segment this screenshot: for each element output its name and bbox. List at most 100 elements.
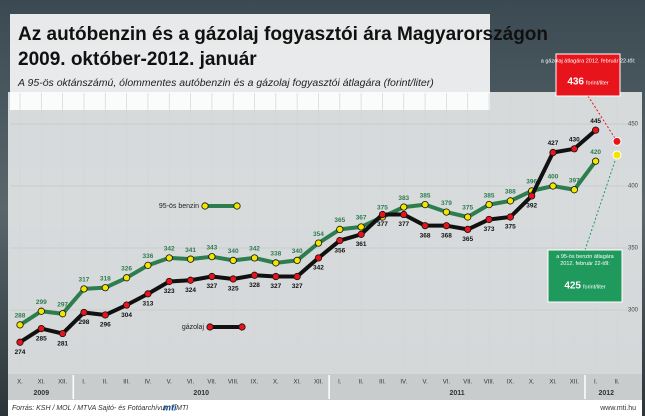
data-label: 288 bbox=[15, 313, 26, 320]
axis-band bbox=[8, 374, 642, 400]
legend-marker bbox=[206, 323, 214, 331]
website: www.mti.hu bbox=[599, 405, 636, 412]
data-label: 328 bbox=[249, 282, 260, 289]
point bbox=[592, 157, 600, 165]
point bbox=[293, 256, 301, 264]
data-label: 338 bbox=[270, 251, 281, 258]
point bbox=[144, 261, 152, 269]
data-label: 365 bbox=[462, 236, 473, 243]
point bbox=[123, 301, 131, 309]
x-tick-label: II. bbox=[359, 380, 364, 386]
x-tick-label: XI. bbox=[293, 380, 301, 386]
point bbox=[549, 148, 557, 157]
point bbox=[293, 272, 301, 281]
chart-title-line2: 2009. október-2012. január bbox=[18, 49, 257, 70]
data-label: 375 bbox=[377, 205, 388, 212]
x-tick-label: VI. bbox=[443, 380, 451, 386]
point bbox=[16, 338, 24, 346]
x-tick-label: XI. bbox=[38, 380, 46, 386]
x-tick-label: XII. bbox=[314, 380, 323, 386]
data-label: 354 bbox=[313, 231, 324, 238]
data-label: 368 bbox=[441, 232, 452, 239]
year-label: 2010 bbox=[193, 390, 209, 397]
x-tick-label: XII. bbox=[570, 380, 579, 386]
data-label: 323 bbox=[164, 288, 175, 295]
annotation-unit: forint/liter bbox=[583, 284, 606, 290]
point bbox=[442, 208, 450, 216]
data-label: 367 bbox=[356, 215, 367, 222]
annotation-leader bbox=[587, 95, 618, 142]
legend-marker bbox=[233, 202, 241, 210]
title-box bbox=[10, 14, 490, 110]
x-tick-label: IV. bbox=[400, 380, 407, 386]
data-label: 385 bbox=[420, 192, 431, 199]
data-label: 296 bbox=[100, 322, 111, 329]
annotation-value: 425 bbox=[564, 281, 581, 292]
data-label: 365 bbox=[334, 217, 345, 224]
point bbox=[485, 215, 493, 224]
x-tick-label: XI. bbox=[549, 380, 557, 386]
plot-panel bbox=[8, 92, 642, 374]
data-label: 304 bbox=[121, 312, 132, 319]
data-label: 385 bbox=[484, 192, 495, 199]
point bbox=[592, 126, 600, 134]
annotation-leader bbox=[584, 154, 618, 251]
data-label: 325 bbox=[228, 286, 239, 293]
annotation-point bbox=[612, 150, 622, 160]
point bbox=[37, 324, 45, 333]
data-label: 445 bbox=[590, 118, 601, 125]
data-label: 340 bbox=[228, 248, 239, 255]
point bbox=[421, 222, 429, 230]
x-tick-label: II. bbox=[614, 380, 619, 386]
point bbox=[464, 213, 472, 221]
point bbox=[570, 186, 578, 194]
annotation-unit: forint/liter bbox=[586, 80, 609, 86]
data-label: 317 bbox=[79, 277, 90, 284]
point bbox=[528, 192, 536, 200]
point bbox=[208, 272, 216, 281]
series-line bbox=[18, 128, 597, 344]
x-tick-label: IX. bbox=[251, 380, 259, 386]
annotation-text-line: 2012. február 22-től: bbox=[560, 261, 610, 267]
legend-label: 95-ös benzin bbox=[159, 203, 199, 210]
data-label: 396 bbox=[526, 179, 537, 186]
data-label: 377 bbox=[377, 221, 388, 228]
data-label: 356 bbox=[334, 247, 345, 254]
data-label: 420 bbox=[590, 149, 601, 156]
point bbox=[37, 307, 45, 315]
x-tick-label: VI. bbox=[187, 380, 195, 386]
point bbox=[229, 275, 237, 283]
point bbox=[314, 254, 323, 262]
point bbox=[59, 329, 67, 338]
data-label: 324 bbox=[185, 287, 196, 294]
y-tick-label: 400 bbox=[628, 184, 639, 190]
x-tick-label: X. bbox=[17, 380, 23, 386]
footer-band bbox=[8, 400, 642, 416]
point bbox=[229, 256, 237, 264]
point bbox=[442, 222, 450, 230]
x-tick-label: I. bbox=[338, 380, 342, 386]
annotation-box bbox=[547, 249, 623, 303]
data-label: 379 bbox=[441, 200, 452, 207]
point bbox=[16, 321, 24, 329]
x-tick-label: X. bbox=[273, 380, 279, 386]
data-label: 326 bbox=[121, 265, 132, 272]
data-label: 430 bbox=[569, 137, 580, 144]
legend-marker bbox=[238, 323, 246, 331]
data-label: 327 bbox=[206, 283, 217, 290]
data-label: 373 bbox=[484, 226, 495, 233]
annotation-text: a gázolaj átlagára 2012. február 22-től: bbox=[541, 58, 636, 64]
annotation-value: 436 bbox=[567, 77, 584, 88]
subtitle: A 95-ös oktánszámú, ólommentes autóbenzi… bbox=[17, 77, 434, 89]
point bbox=[250, 254, 259, 262]
y-tick-label: 450 bbox=[628, 122, 639, 128]
data-label: 342 bbox=[313, 265, 324, 272]
data-label: 397 bbox=[569, 177, 580, 184]
data-label: 318 bbox=[100, 275, 111, 282]
data-label: 297 bbox=[57, 301, 68, 308]
data-label: 327 bbox=[270, 283, 281, 290]
data-label: 281 bbox=[57, 340, 68, 347]
point bbox=[101, 311, 109, 319]
point bbox=[144, 290, 152, 298]
year-label: 2012 bbox=[599, 390, 615, 397]
